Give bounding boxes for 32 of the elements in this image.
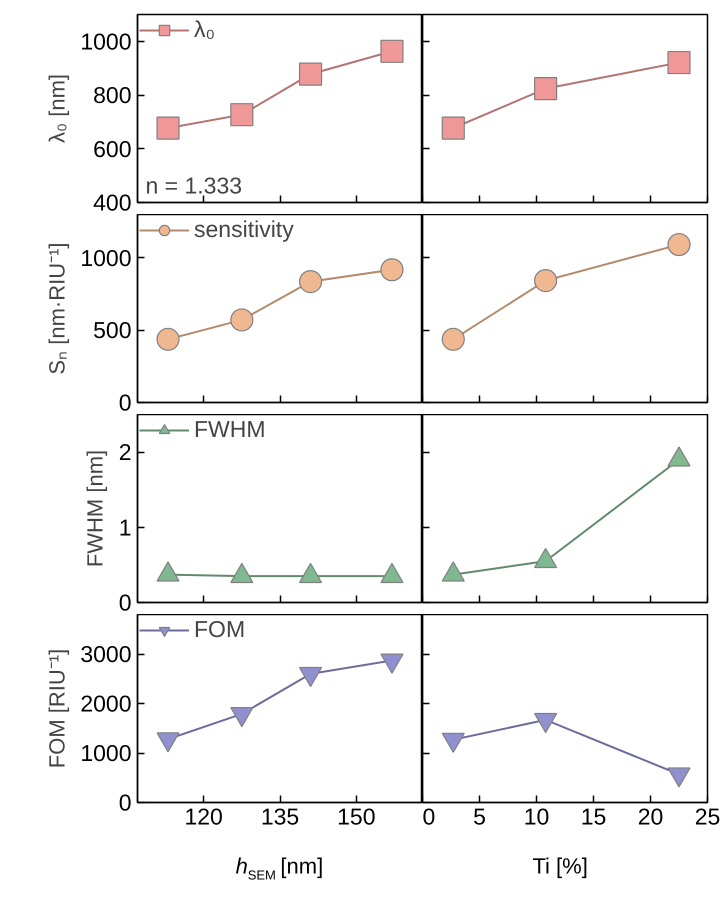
y-tick-label: 500: [93, 317, 132, 344]
x-tick-label: 25: [694, 804, 720, 830]
y-tick-label: 0: [118, 390, 132, 416]
y-axis-title: FWHM [nm]: [82, 450, 108, 568]
legend-label: sensitivity: [194, 216, 294, 243]
y-tick-label: 1: [118, 514, 132, 540]
x-tick-label: 150: [337, 804, 376, 830]
x-axis-title: Ti [%]: [532, 854, 588, 878]
y-tick-label: 600: [93, 136, 132, 162]
x-tick-label: 135: [260, 804, 300, 830]
y-tick-label: 800: [93, 82, 132, 108]
y-tick-label: 400: [93, 190, 132, 216]
x-tick-label: 20: [638, 804, 664, 830]
legend-label: FOM: [194, 616, 246, 643]
legend-label: FWHM: [194, 416, 266, 443]
y-axis-title: Sₙ [nm·RIU⁻¹]: [44, 242, 70, 375]
legend-label: λ₀: [194, 16, 216, 43]
x-tick-label: 10: [524, 804, 550, 830]
x-tick-label: 120: [184, 804, 223, 830]
y-tick-label: 2000: [80, 690, 132, 717]
y-axis-title: λ₀ [nm]: [44, 74, 70, 144]
x-tick-label: 15: [580, 804, 606, 830]
y-tick-label: 1000: [80, 740, 132, 766]
y-tick-label: 3000: [80, 641, 132, 668]
annotation: n = 1.333: [146, 172, 242, 198]
y-tick-label: 1000: [80, 244, 132, 271]
y-tick-label: 0: [118, 590, 132, 616]
y-axis-title: FOM [RIU⁻¹]: [44, 648, 70, 768]
y-tick-label: 1000: [80, 28, 132, 54]
y-tick-label: 2: [118, 439, 132, 466]
x-tick-label: 5: [473, 804, 486, 830]
x-tick-label: 0: [422, 804, 436, 830]
